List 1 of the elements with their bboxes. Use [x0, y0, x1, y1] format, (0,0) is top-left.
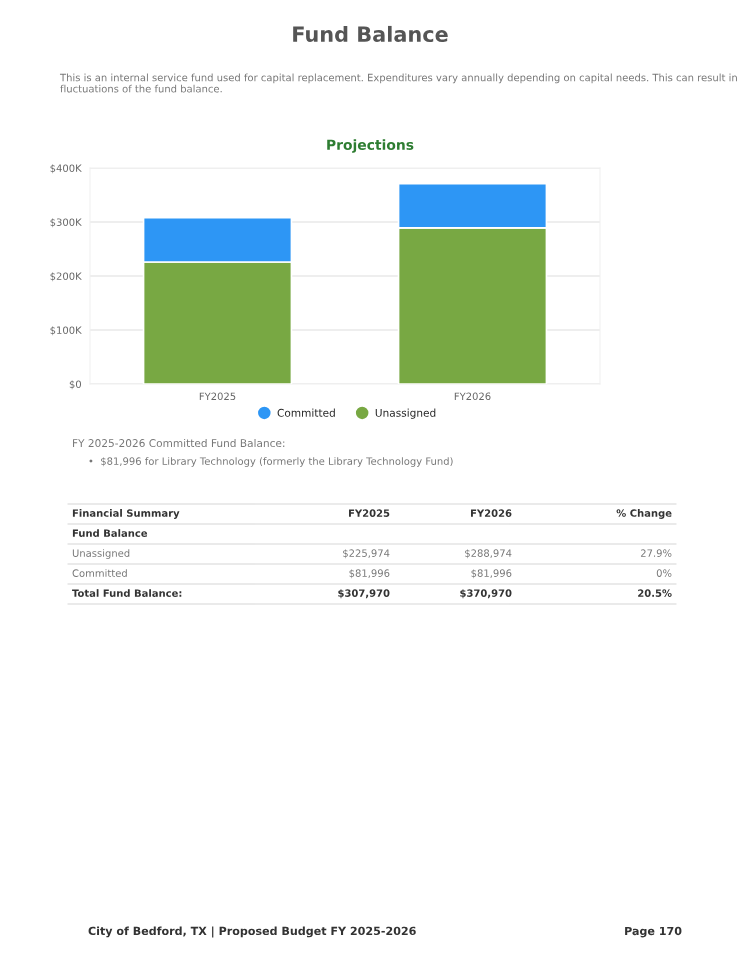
chart-title: Fund Balance — [293, 25, 448, 43]
